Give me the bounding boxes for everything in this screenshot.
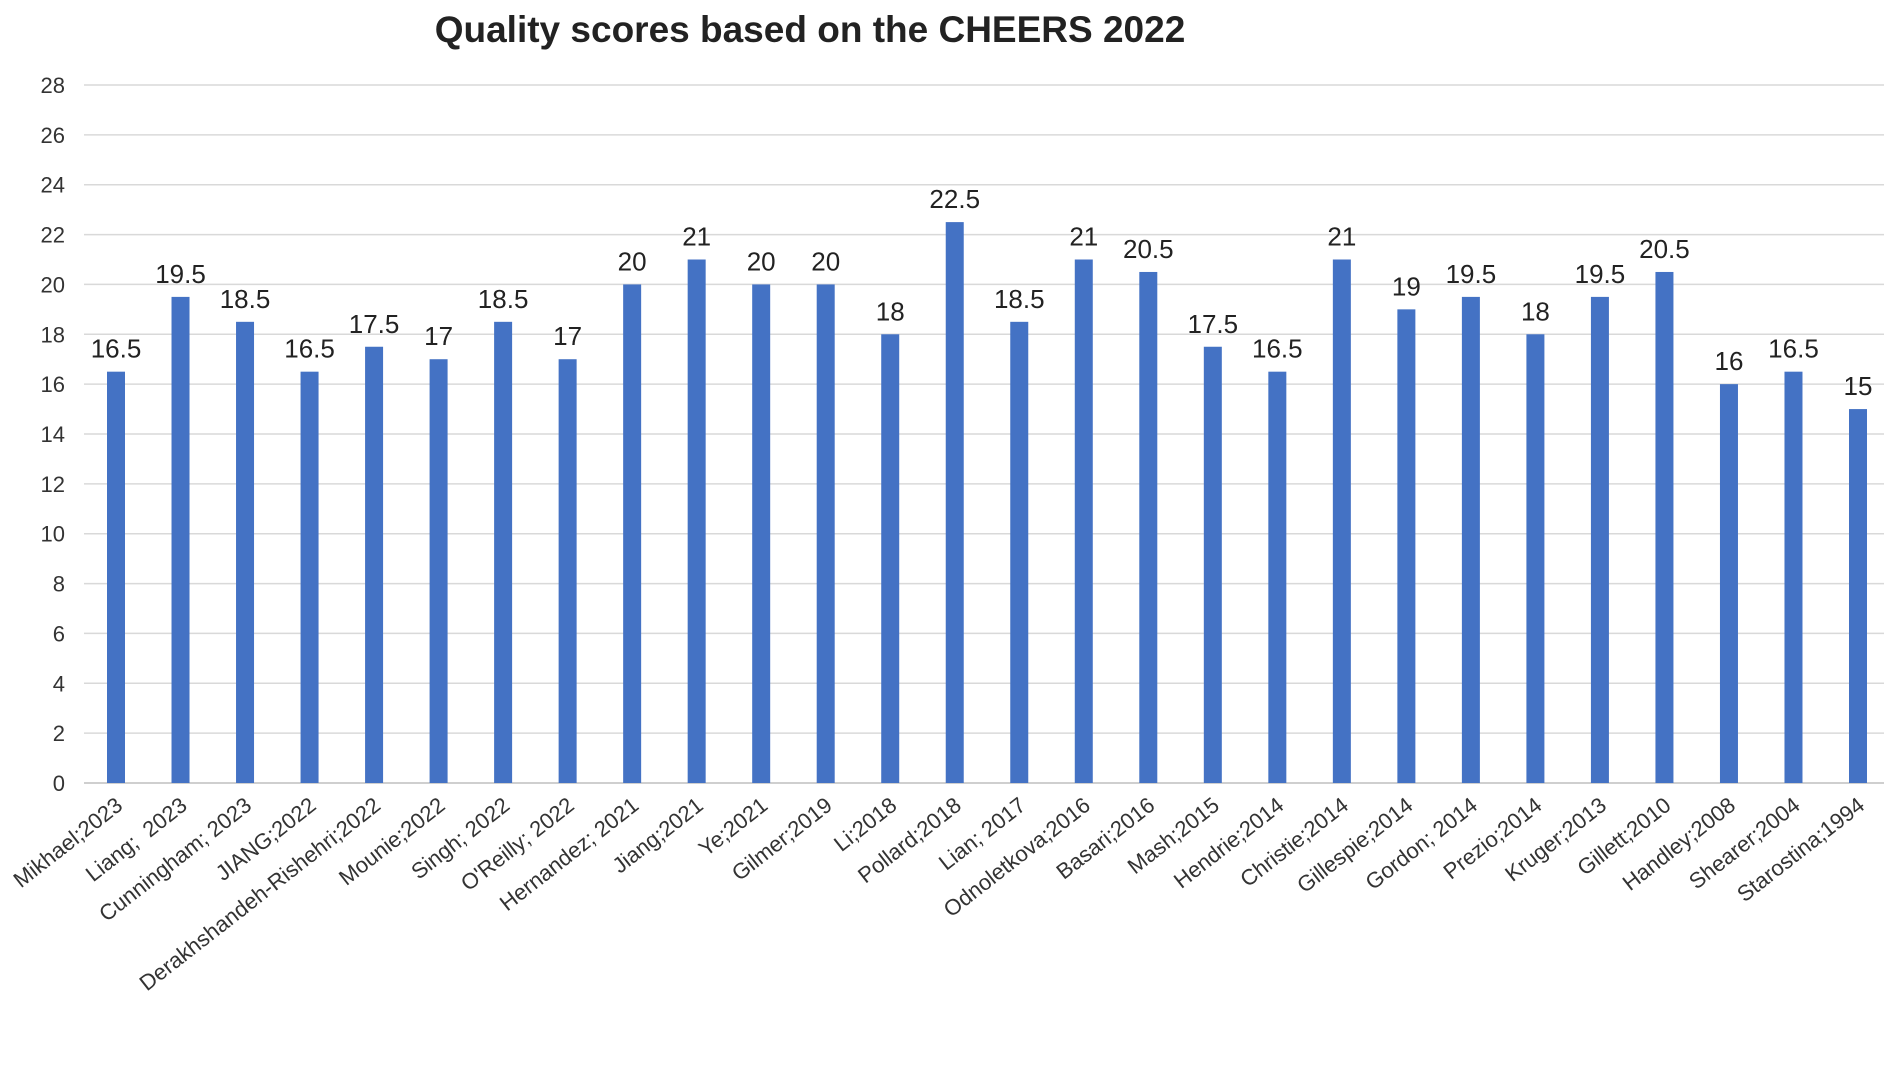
data-label: 21 (682, 222, 711, 252)
y-tick-label: 24 (41, 173, 65, 198)
bar (494, 321, 513, 783)
bar (816, 284, 835, 783)
bar (1332, 259, 1351, 783)
x-tick-label: Mikhael;2023 (9, 792, 128, 892)
y-tick-label: 22 (41, 223, 65, 248)
y-tick-label: 4 (53, 671, 65, 696)
bar (1074, 259, 1093, 783)
x-tick-label: Gordon; 2014 (1361, 792, 1482, 895)
chart-title: Quality scores based on the CHEERS 2022 (435, 9, 1186, 50)
data-label: 20 (811, 246, 840, 276)
data-label: 19.5 (1575, 259, 1626, 289)
bar (171, 296, 190, 783)
data-label: 17 (424, 321, 453, 351)
data-label: 17.5 (1188, 309, 1239, 339)
data-label: 15 (1844, 371, 1873, 401)
bars (107, 222, 1867, 783)
bar (1784, 371, 1803, 783)
data-label: 16.5 (1768, 334, 1819, 364)
bar (881, 334, 900, 783)
data-label: 16.5 (91, 334, 142, 364)
data-label: 19 (1392, 271, 1421, 301)
data-label: 20.5 (1639, 234, 1690, 264)
data-label: 17 (553, 321, 582, 351)
bar (1268, 371, 1287, 783)
data-label: 17.5 (349, 309, 400, 339)
data-label: 20.5 (1123, 234, 1174, 264)
data-labels: 16.5 19.5 18.5 16.5 17.5 17 18.5 17 20 21 20 20 18 22… (91, 184, 1873, 401)
y-tick-label: 28 (41, 73, 65, 98)
bar (1010, 321, 1029, 783)
data-label: 16 (1715, 346, 1744, 376)
y-tick-label: 14 (41, 422, 65, 447)
data-label: 18 (1521, 296, 1550, 326)
data-label: 18.5 (220, 284, 271, 314)
y-tick-label: 12 (41, 472, 65, 497)
y-tick-label: 8 (53, 572, 65, 597)
y-tick-label: 18 (41, 322, 65, 347)
data-label: 18 (876, 296, 905, 326)
y-tick-label: 16 (41, 372, 65, 397)
y-tick-label: 0 (53, 771, 65, 796)
bar (687, 259, 706, 783)
y-tick-label: 10 (41, 522, 65, 547)
bar (1203, 346, 1222, 783)
bar (623, 284, 642, 783)
bar (300, 371, 319, 783)
data-label: 21 (1327, 222, 1356, 252)
data-label: 22.5 (929, 184, 980, 214)
bar (1719, 384, 1738, 783)
data-label: 19.5 (155, 259, 206, 289)
bar (107, 371, 125, 783)
grid-lines (84, 84, 1884, 784)
bar (752, 284, 771, 783)
data-label: 16.5 (1252, 334, 1303, 364)
bar (1849, 409, 1867, 783)
data-label: 21 (1069, 222, 1098, 252)
bar (365, 346, 384, 783)
y-tick-label: 6 (53, 621, 65, 646)
bar (558, 359, 577, 783)
data-label: 18.5 (478, 284, 529, 314)
data-label: 19.5 (1446, 259, 1497, 289)
bar (429, 359, 448, 783)
data-label: 16.5 (284, 334, 335, 364)
bar (1655, 271, 1674, 783)
bar (1461, 296, 1480, 783)
bar (236, 321, 255, 783)
bar (1526, 334, 1545, 783)
data-label: 20 (747, 246, 776, 276)
bar (1590, 296, 1609, 783)
bar (945, 222, 964, 783)
y-tick-label: 26 (41, 123, 65, 148)
bar (1139, 271, 1158, 783)
data-label: 20 (618, 246, 647, 276)
data-label: 18.5 (994, 284, 1045, 314)
y-tick-label: 2 (53, 721, 65, 746)
y-tick-label: 20 (41, 272, 65, 297)
bar (1397, 309, 1416, 783)
x-tick-label: Hendrie;2014 (1169, 792, 1288, 893)
